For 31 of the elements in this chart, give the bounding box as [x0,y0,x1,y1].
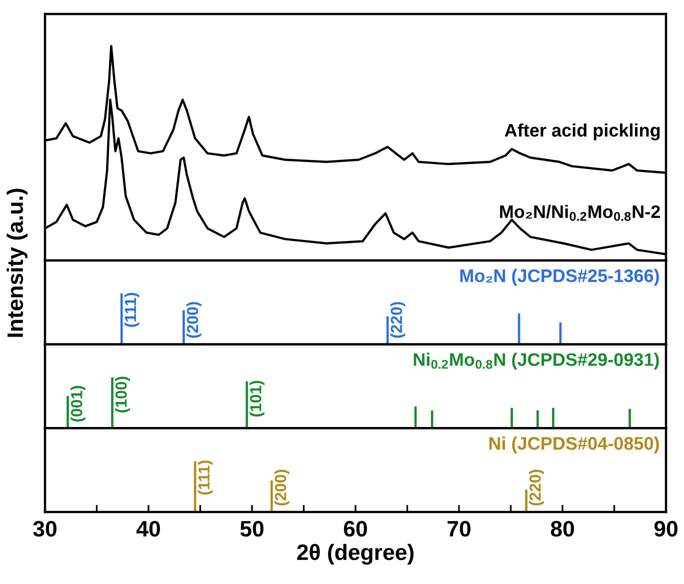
x-tick-label: 60 [344,520,367,537]
text: Ni$_{0.2}$Mo$_{0.8}$N (JCPDS#29-0931) [414,352,659,370]
x-tick-label: 40 [136,520,160,537]
x-tick-label: 30 [33,520,56,537]
y-axis-title: Intensity (a.u.) [6,188,28,337]
annotation: (220) [529,470,544,506]
annotation: (200) [186,302,202,338]
annotation: (200) [274,470,290,506]
bar [628,408,631,428]
bar [182,310,185,344]
x-tick-label: 70 [448,520,470,537]
annotation: (111) [124,292,140,327]
x-axis-title: 2θ (degree) [297,544,414,565]
x-tick-label: 50 [240,520,264,537]
bar [510,408,513,428]
series-label: Mo₂N/Ni$_{0.2}$Mo$_{0.8}$N-2 [500,204,660,221]
x-tick-label: 80 [550,520,574,537]
bar [552,408,554,428]
bar [536,410,539,428]
annotation: (100) [115,376,130,412]
x-tick-label: 90 [654,520,678,537]
series-label: After acid pickling [504,123,660,140]
annotation: (001) [70,386,86,422]
text: Ni (JCPDS#04-0850) [489,436,659,454]
bar [246,381,248,428]
annotation: (111) [198,460,213,495]
annotation: (101) [250,380,264,417]
text: Mo₂N (JCPDS#25-1366) [460,268,659,286]
annotation: (220) [390,302,406,338]
bar [111,377,114,428]
bar [66,396,69,428]
